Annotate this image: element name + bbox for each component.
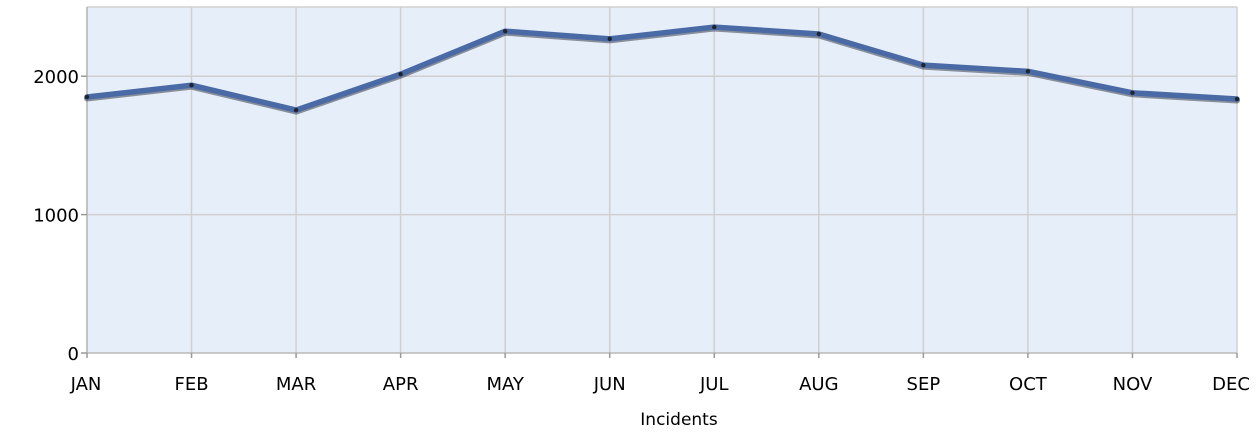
plot-area xyxy=(87,7,1237,353)
y-tick-label-1000: 1000 xyxy=(33,206,79,227)
data-point-jan xyxy=(84,94,90,100)
tick-labels: 0 1000 2000 JAN FEB MAR APR MAY JUN JUL AUG SEP OCT N… xyxy=(33,67,1250,395)
data-point-apr xyxy=(398,71,403,77)
data-point-oct xyxy=(1025,69,1031,74)
data-point-dec xyxy=(1234,96,1240,102)
x-axis-title: Incidents xyxy=(640,410,718,430)
axes xyxy=(81,7,1238,358)
data-point-may xyxy=(502,29,508,34)
y-tick-label-0: 0 xyxy=(68,344,79,365)
data-point-nov xyxy=(1130,90,1135,96)
x-tick-label-jan: JAN xyxy=(70,374,102,395)
x-tick-label-aug: AUG xyxy=(799,374,838,395)
data-point-mar xyxy=(293,107,299,113)
data-point-sep xyxy=(921,62,926,68)
series-line xyxy=(84,24,1240,113)
x-tick-label-feb: FEB xyxy=(175,374,209,395)
x-tick-label-jun: JUN xyxy=(593,374,626,395)
data-point-feb xyxy=(189,82,194,88)
x-tick-label-apr: APR xyxy=(383,374,419,395)
x-tick-label-sep: SEP xyxy=(907,374,941,395)
x-tick-label-jul: JUL xyxy=(699,374,729,395)
data-point-jul xyxy=(712,24,717,30)
data-point-jun xyxy=(607,36,612,42)
x-tick-label-mar: MAR xyxy=(276,374,316,395)
x-tick-label-nov: NOV xyxy=(1113,374,1153,395)
x-tick-label-oct: OCT xyxy=(1009,374,1048,395)
x-tick-label-dec: DEC xyxy=(1212,374,1250,395)
data-point-aug xyxy=(816,31,822,37)
y-tick-label-2000: 2000 xyxy=(33,67,79,88)
x-tick-label-may: MAY xyxy=(486,374,524,395)
series-layer xyxy=(84,24,1240,115)
